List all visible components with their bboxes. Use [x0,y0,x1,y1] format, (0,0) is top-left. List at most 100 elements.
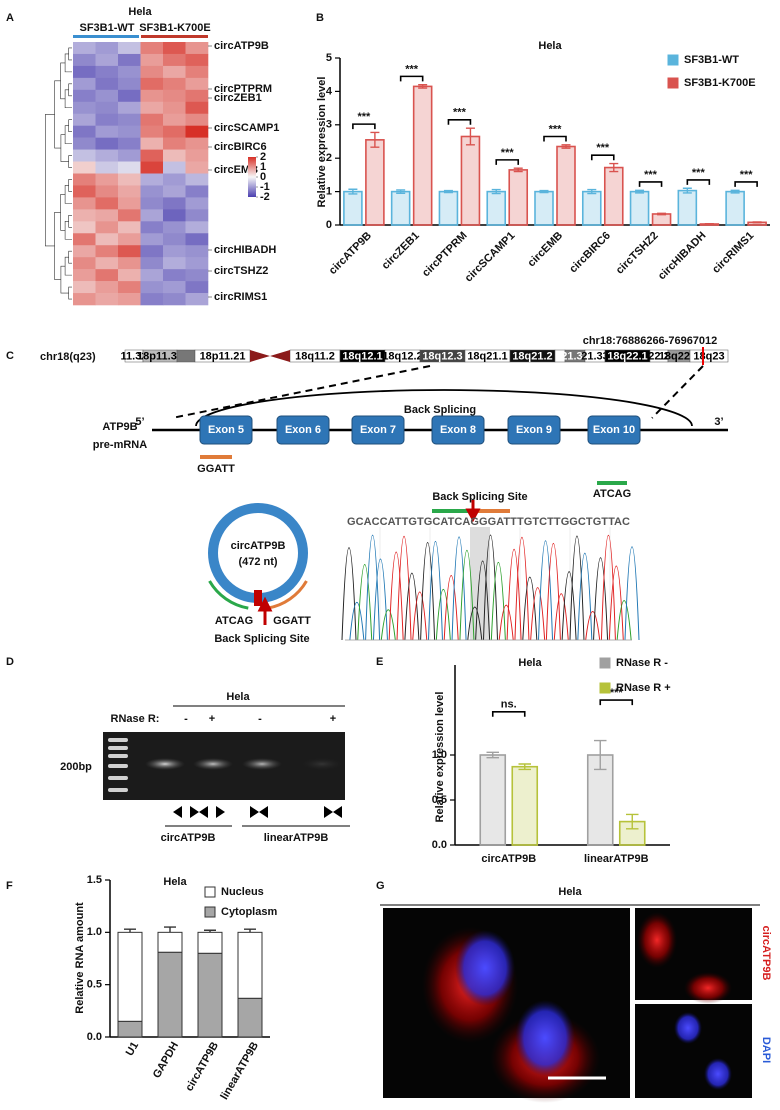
y-tick-label: 4 [326,85,333,97]
bar [581,190,602,226]
error-bar [418,84,428,89]
legend-swatch [667,54,679,66]
trace-peak [451,536,467,641]
band-label: 11.32 [121,350,148,362]
heatmap-cell [118,53,141,67]
heatmap-cell [73,257,96,270]
primer-arrow [216,806,225,818]
gene-label: circEMB [214,164,258,176]
trace-peak [569,535,585,641]
heatmap-cell [118,125,141,138]
heatmap-cell [163,185,186,198]
circ-length: (472 nt) [238,556,277,568]
dendrogram-branch [68,83,72,97]
heatmap-cell [140,209,164,222]
junction-seq: ATCAG [593,488,631,500]
heatmap-cell [95,77,119,91]
error-bar [204,929,216,933]
heatmap-cell [185,113,209,126]
trace-peak [435,588,451,641]
heatmap-cell [95,293,119,306]
junction-bar [432,509,468,513]
heatmap-cell [185,197,209,210]
band-label: 18q21.2 [512,350,552,362]
nucleus-signal [455,930,515,1006]
error-bar [164,926,176,933]
three-prime: 3’ [714,416,723,428]
legend-swatch [599,657,611,669]
centromere [250,350,290,362]
heatmap-cell [118,89,141,103]
x-tick-label: circSCAMP1 [463,230,518,285]
bar [508,169,529,226]
legend-label: RNase R + [616,682,671,694]
ladder-band [108,776,128,780]
heatmap-cell [95,137,119,150]
error-bar [730,189,740,194]
heatmap-cell [185,161,209,174]
heatmap-cell [163,101,186,115]
heatmap-cell [185,269,209,282]
product-label: circATP9B [161,832,216,844]
band-label: 18q12.1 [342,350,382,362]
bar [237,997,263,1038]
x-tick-label: circBIRC6 [567,230,613,276]
heatmap-cell [118,197,141,210]
ladder-band [108,764,128,768]
heatmap-cell [73,161,96,174]
ladder-band [108,746,128,750]
significance-bracket [491,711,526,717]
significance-label: *** [357,111,371,123]
heatmap-cell [73,209,96,222]
dendrogram-branch [68,250,72,264]
y-tick-label: 0.5 [87,979,102,991]
back-splicing-label: Back Splicing [404,404,476,416]
chart-title: Hela [518,657,542,669]
error-bar [513,167,523,173]
heatmap-cell [118,221,141,234]
heatmap-cell [163,77,186,91]
heatmap-cell [163,137,186,150]
trace-peak [585,611,601,641]
colorbar [248,157,256,197]
heatmap-cell [140,257,164,270]
heatmap-cell [140,149,164,162]
significance-bracket [734,181,758,187]
heatmap-cell [73,53,96,67]
primer-arrow [333,806,342,818]
trace-peak [475,560,491,641]
cytoplasm-signal [684,972,732,1004]
heatmap-cell [185,89,209,103]
lane-label: + [330,713,336,725]
bar [460,135,481,226]
ladder-band [108,754,128,758]
gene-label: circTSHZ2 [214,265,268,277]
error-bar [752,221,762,224]
error-bar [635,189,645,194]
heatmap-cell [163,245,186,258]
legend-label: Nucleus [221,886,264,898]
heatmap-cell [118,77,141,91]
heatmap-cell [73,113,96,126]
chart-title: Hela [538,40,562,52]
dendrogram-branch [54,212,61,280]
legend-label: Cytoplasm [221,906,277,918]
band-label: 18q23 [693,350,724,362]
heatmap-cell [95,149,119,162]
heatmap-cell [118,209,141,222]
heatmap-cell [185,281,209,294]
trace-peak [357,564,373,641]
heatmap-cell [73,77,96,91]
x-tick-label: circATP9B [481,853,536,865]
heatmap-cell [185,77,209,91]
heatmap-cell [95,233,119,246]
site-label: Back Splicing Site [214,633,309,645]
trace-peak [349,602,365,641]
trace-peak [616,600,632,641]
product-label: linearATP9B [264,832,329,844]
heatmap-cell [73,42,96,55]
significance-bracket [447,118,472,125]
group-label: SF3B1-K700E [139,22,211,34]
bar [534,190,554,226]
splicing-arc [195,389,693,427]
